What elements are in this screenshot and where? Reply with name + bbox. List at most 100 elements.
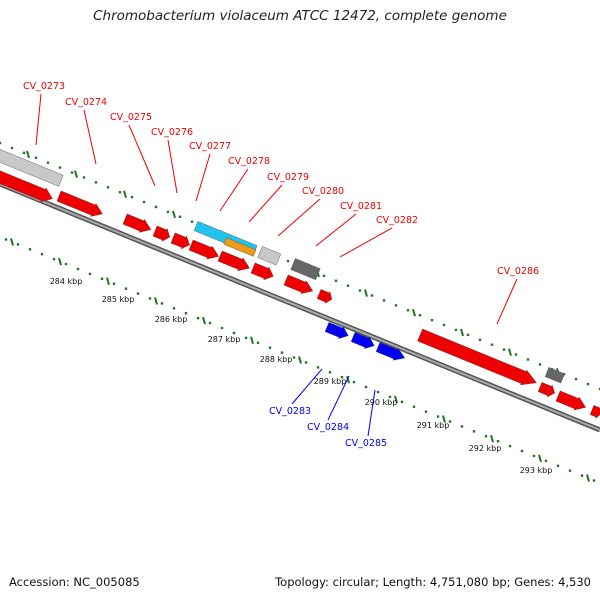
scale-dot bbox=[76, 267, 80, 271]
scale-dot bbox=[160, 302, 164, 305]
tick-label: 284 kbp bbox=[50, 277, 83, 286]
tick-mark bbox=[364, 289, 368, 297]
scale-dot bbox=[556, 464, 560, 467]
scale-dot bbox=[4, 238, 8, 241]
scale-dot bbox=[340, 376, 344, 379]
scale-dot bbox=[334, 279, 338, 282]
scale-dot bbox=[382, 299, 386, 302]
scale-dot bbox=[502, 348, 506, 351]
tick-mark bbox=[202, 316, 206, 325]
callout-line bbox=[327, 375, 350, 421]
pseudo-gene-box bbox=[0, 149, 64, 187]
scale-dot bbox=[286, 259, 290, 263]
tick-mark bbox=[106, 277, 110, 286]
scale-dot bbox=[292, 356, 296, 359]
scale-dot bbox=[508, 444, 512, 448]
scale-dot bbox=[22, 151, 26, 155]
tick-mark bbox=[394, 395, 398, 404]
scale-dot bbox=[184, 312, 188, 315]
scale-dot bbox=[592, 479, 596, 482]
tick-mark bbox=[172, 210, 176, 219]
scale-dot bbox=[376, 390, 380, 394]
scale-dot bbox=[352, 380, 356, 384]
tick-marks: 284 kbp 285 kbp 286 kbp 287 kbp 288 kbp 289 k… bbox=[10, 150, 590, 482]
scale-dot bbox=[0, 141, 2, 145]
scale-dot bbox=[586, 382, 590, 386]
scale-dot bbox=[370, 294, 374, 297]
scale-dot bbox=[364, 385, 368, 389]
gene-features bbox=[0, 149, 600, 419]
scale-dot bbox=[598, 387, 600, 391]
forward-gene-arrow bbox=[537, 382, 555, 398]
tick-mark bbox=[26, 150, 30, 159]
scale-dot bbox=[328, 371, 332, 374]
scale-dot bbox=[418, 314, 422, 317]
callout-line bbox=[128, 124, 156, 187]
gene-label: CV_0283 bbox=[269, 406, 311, 417]
scale-dot bbox=[496, 439, 500, 443]
scale-dot bbox=[394, 304, 398, 307]
scale-dot bbox=[178, 215, 182, 218]
pseudo-gene-box bbox=[290, 258, 321, 281]
callout-line bbox=[367, 389, 376, 437]
scale-dot bbox=[16, 243, 20, 246]
forward-gene-arrow bbox=[217, 250, 250, 272]
scale-dot bbox=[28, 248, 32, 251]
tick-label: 285 kbp bbox=[102, 295, 135, 304]
scale-dot bbox=[424, 410, 428, 413]
reverse-gene-arrow bbox=[324, 322, 349, 339]
gene-label: CV_0273 bbox=[23, 81, 65, 92]
scale-dot bbox=[154, 205, 158, 209]
tick-label: 286 kbp bbox=[155, 315, 188, 324]
forward-gene-arrow bbox=[250, 262, 274, 281]
gene-label: CV_0275 bbox=[110, 112, 152, 123]
scale-dot bbox=[70, 171, 74, 174]
callout-line bbox=[291, 368, 323, 405]
scale-dot bbox=[82, 176, 86, 179]
scale-dot bbox=[460, 425, 464, 428]
scale-dot bbox=[124, 287, 128, 290]
gene-label: CV_0281 bbox=[340, 201, 382, 212]
forward-gene-arrow bbox=[417, 328, 537, 386]
scale-dot bbox=[10, 146, 14, 150]
scale-dot bbox=[118, 191, 122, 194]
tick-mark bbox=[58, 257, 62, 266]
tick-mark bbox=[346, 375, 350, 384]
scale-dot bbox=[52, 257, 56, 261]
scale-dot bbox=[40, 253, 44, 256]
scale-dot bbox=[244, 336, 248, 340]
scale-dot bbox=[196, 316, 200, 320]
scale-dot bbox=[574, 377, 578, 381]
dotted-scale-lines bbox=[0, 141, 600, 482]
scale-dot bbox=[358, 289, 362, 292]
scale-dot bbox=[472, 430, 476, 433]
scale-dot bbox=[526, 358, 530, 361]
scale-dot bbox=[430, 318, 434, 322]
tick-mark bbox=[538, 454, 542, 463]
callout-line bbox=[248, 184, 283, 223]
forward-gene-arrow bbox=[56, 190, 103, 217]
topology-stats-text: Topology: circular; Length: 4,751,080 bp… bbox=[275, 575, 591, 589]
tick-mark bbox=[74, 170, 78, 178]
callout-line bbox=[277, 198, 321, 237]
scale-dot bbox=[400, 400, 404, 404]
scale-dot bbox=[220, 326, 224, 330]
tick-mark bbox=[412, 308, 416, 317]
tick-label: 289 kbp bbox=[314, 377, 347, 386]
scale-dot bbox=[100, 277, 104, 281]
tick-label: 290 kbp bbox=[365, 398, 398, 407]
scale-dot bbox=[112, 282, 116, 285]
tick-mark bbox=[586, 474, 590, 482]
gene-label: CV_0282 bbox=[376, 215, 418, 226]
tick-label: 291 kbp bbox=[417, 421, 450, 430]
forward-gene-arrow bbox=[283, 274, 314, 294]
scale-dot bbox=[388, 395, 392, 399]
tick-mark bbox=[490, 434, 494, 443]
scale-dot bbox=[316, 366, 320, 369]
scale-dot bbox=[448, 420, 452, 423]
scale-dot bbox=[412, 405, 416, 408]
scale-dot bbox=[520, 449, 524, 453]
scale-dot bbox=[136, 292, 140, 295]
